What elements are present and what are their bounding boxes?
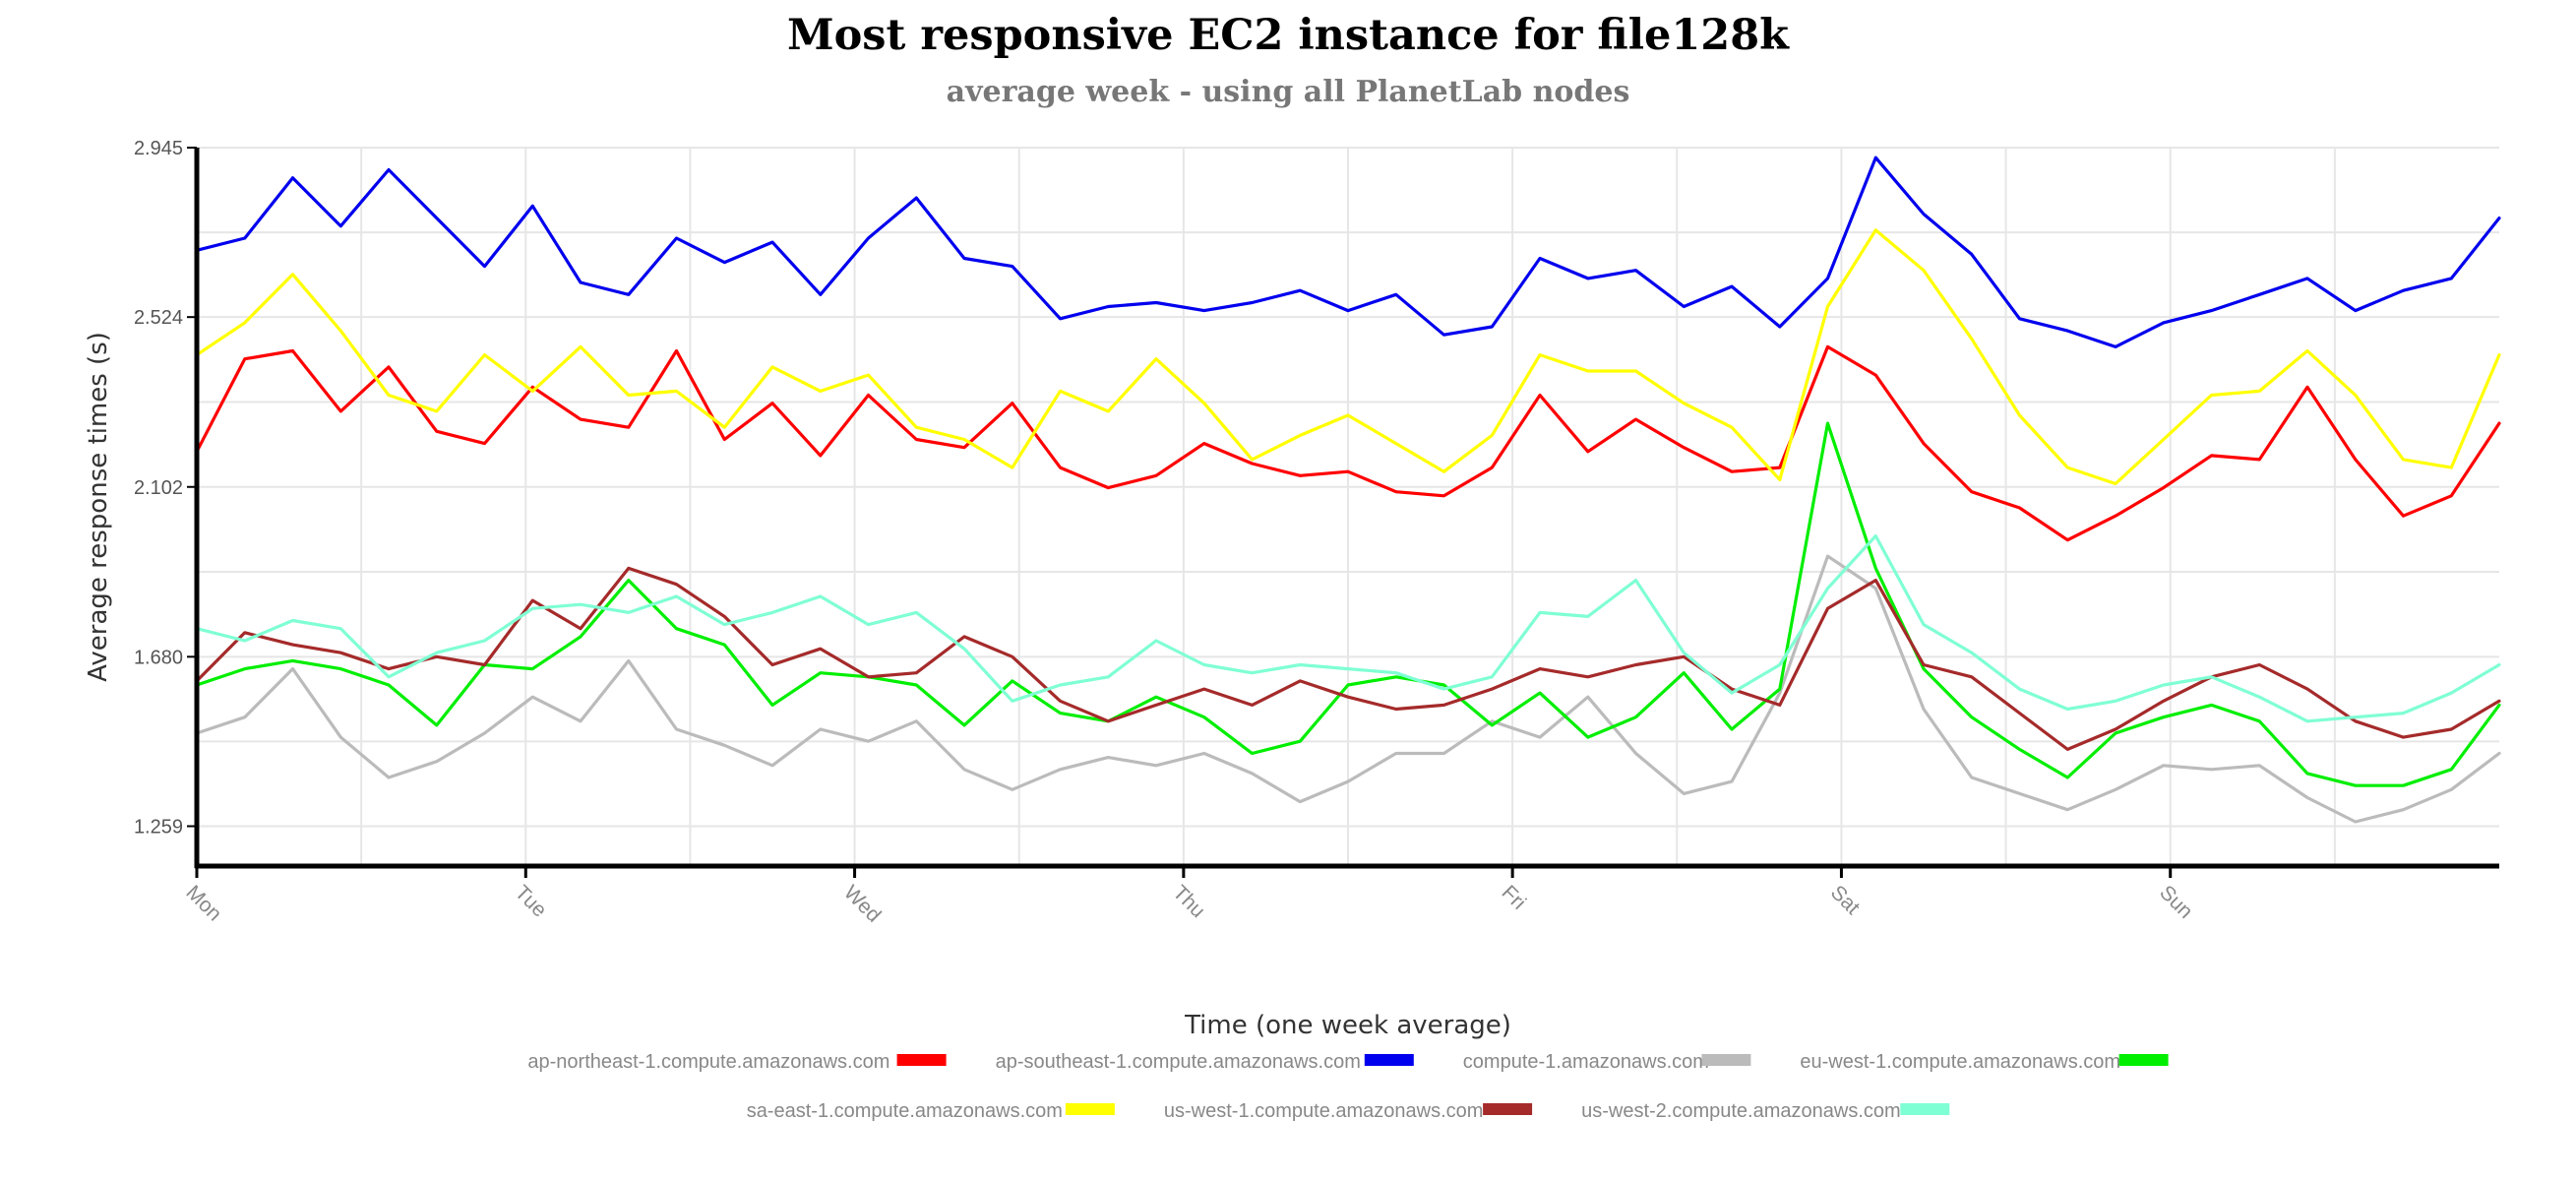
x-tick-label-5: Sat	[1826, 881, 1865, 919]
legend-swatch-2	[1701, 1054, 1751, 1066]
legend-swatch-5	[1483, 1103, 1533, 1115]
legend-label-5: us-west-1.compute.amazonaws.com	[1164, 1100, 1484, 1122]
y-tick-label-4: 2.945	[134, 138, 183, 159]
y-tick-label-0: 1.259	[134, 817, 183, 839]
y-tick-label-2: 2.102	[134, 477, 183, 499]
x-tick-label-6: Sun	[2155, 881, 2197, 923]
x-tick-label-2: Wed	[839, 881, 886, 927]
series-line-5	[195, 566, 2501, 752]
series-line-2	[195, 554, 2501, 824]
y-tick-label-1: 1.680	[134, 647, 183, 668]
y-tick-label-3: 2.524	[134, 307, 183, 329]
x-tick-label-0: Mon	[181, 881, 225, 925]
legend-label-2: compute-1.amazonaws.com	[1463, 1051, 1709, 1073]
y-tick-labels: 1.259 1.680 2.102 2.524 2.945	[134, 138, 197, 839]
x-tick-label-1: Tue	[511, 881, 551, 921]
legend-swatch-6	[1900, 1103, 1950, 1115]
series-line-0	[195, 344, 2501, 542]
legend-label-6: us-west-2.compute.amazonaws.com	[1581, 1100, 1901, 1122]
legend-label-1: ap-southeast-1.compute.amazonaws.com	[996, 1051, 1361, 1073]
legend-swatch-1	[1364, 1054, 1414, 1066]
chart-subtitle: average week - using all PlanetLab nodes	[947, 75, 1630, 109]
grid-lines	[197, 147, 2499, 866]
series-line-1	[195, 155, 2501, 348]
legend-label-3: eu-west-1.compute.amazonaws.com	[1800, 1051, 2120, 1073]
legend-swatch-3	[2118, 1054, 2169, 1066]
legend-swatch-0	[896, 1054, 947, 1066]
x-axis-label: Time (one week average)	[1184, 1011, 1511, 1040]
series-line-4	[195, 228, 2501, 486]
x-tick-label-3: Thu	[1168, 881, 1209, 922]
legend-swatch-4	[1065, 1103, 1115, 1115]
chart-title: Most responsive EC2 instance for file128…	[787, 11, 1790, 60]
y-axis-label: Average response times (s)	[84, 332, 113, 682]
x-tick-labels: Mon Tue Wed Thu Fri Sat Sun	[181, 866, 2197, 927]
legend-label-4: sa-east-1.compute.amazonaws.com	[747, 1100, 1063, 1122]
series-line-3	[195, 421, 2501, 787]
x-tick-label-4: Fri	[1498, 881, 1531, 914]
series-line-6	[195, 533, 2501, 723]
legend-label-0: ap-northeast-1.compute.amazonaws.com	[527, 1051, 889, 1073]
axes	[194, 148, 2499, 869]
series-lines	[195, 155, 2501, 824]
legend: ap-northeast-1.compute.amazonaws.com ap-s…	[527, 1051, 2169, 1122]
